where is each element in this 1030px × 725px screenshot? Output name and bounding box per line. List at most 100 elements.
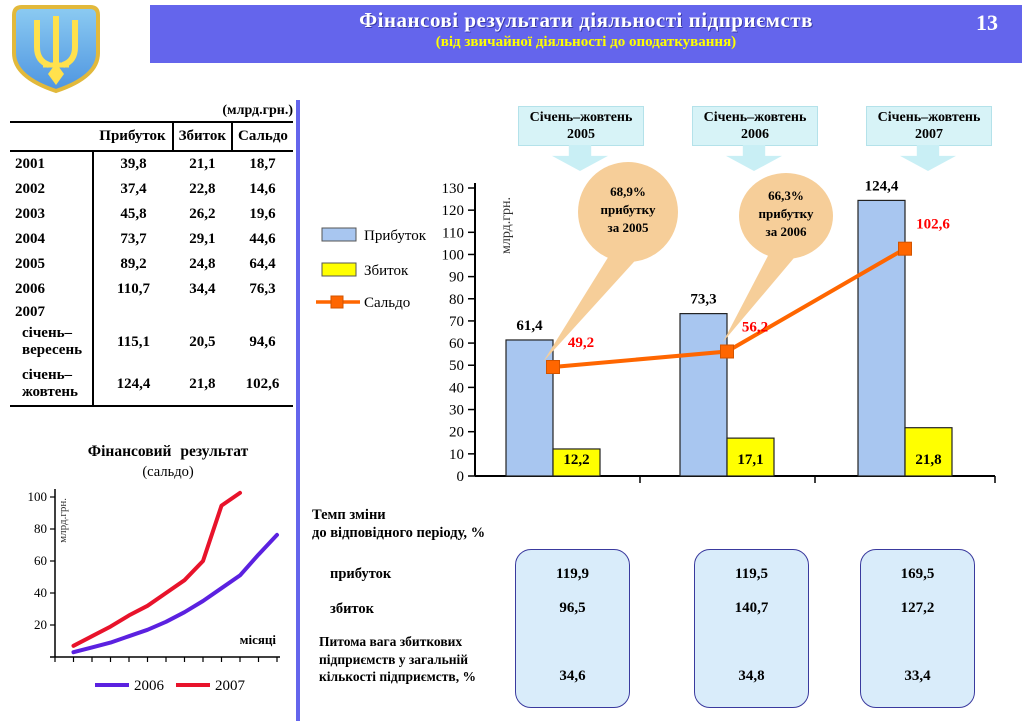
callout-text: за 2005 xyxy=(608,220,649,235)
row-label: 2003 xyxy=(10,202,95,227)
saldo-value-label: 49,2 xyxy=(568,335,594,351)
cell-value: 21,1 xyxy=(189,156,216,172)
cell-value: 19,6 xyxy=(249,206,276,222)
cell-value: 21,8 xyxy=(172,363,232,407)
row-label: січень– вересень xyxy=(10,321,95,363)
stats-row-label: Питома вага збиткових підприємств у зага… xyxy=(319,634,476,685)
row-label: 2004 xyxy=(10,227,95,252)
row-label: січень– жовтень xyxy=(10,363,95,407)
period-label-2005: Січень–жовтень 2005 xyxy=(518,106,644,146)
cell-value: 44,6 xyxy=(249,231,276,247)
column-header: Збиток xyxy=(171,122,232,152)
profit-bar-2007 xyxy=(857,199,906,477)
cell-value: 94,6 xyxy=(249,333,276,350)
stats-row-label: збиток xyxy=(330,601,374,617)
table-corner-cell xyxy=(10,122,94,152)
callout-tail xyxy=(723,250,799,342)
legend-swatch-Прибуток xyxy=(321,227,357,242)
stats-value: 34,6 xyxy=(559,668,586,684)
loss-bar-2007 xyxy=(904,427,953,477)
row-label: 2007 xyxy=(10,302,95,321)
cell-value: 34,4 xyxy=(189,281,216,297)
saldo-marker-2007 xyxy=(898,241,912,256)
table-row: 2005 89,2 24,8 64,4 xyxy=(10,252,293,277)
cell-value: 24,8 xyxy=(189,256,216,272)
cell-value: 18,7 xyxy=(249,156,276,172)
table-row: січень– вересень 115,1 20,5 94,6 xyxy=(10,321,293,363)
legend-label: 2006 xyxy=(134,678,165,694)
cell-value: 110,7 xyxy=(117,281,150,297)
loss-value-label: 17,1 xyxy=(737,452,763,468)
section-divider xyxy=(296,100,300,721)
legend-label: Сальдо xyxy=(364,295,410,311)
y-tick-label: 40 xyxy=(34,585,47,600)
table-units-label: (млрд.грн.) xyxy=(222,103,293,118)
header-band: Фінансові результати діяльності підприєм… xyxy=(150,5,1022,63)
period-line2: 2007 xyxy=(915,127,943,142)
y-tick-label: 90 xyxy=(449,270,464,286)
table-row: 2007 xyxy=(10,302,293,321)
cell-value: 124,4 xyxy=(93,363,173,407)
period-line1: Січень–жовтень xyxy=(529,110,633,125)
row-label: 2002 xyxy=(10,177,95,202)
cell-value: 73,7 xyxy=(120,231,147,247)
y-tick-label: 0 xyxy=(457,469,465,485)
financial-results-table: Прибуток Збиток Сальдо 2001 39,8 21,1 18,7 2002… xyxy=(10,121,293,407)
period-line2: 2006 xyxy=(741,127,769,142)
legend-label: 2007 xyxy=(215,678,246,694)
cell-value: 37,4 xyxy=(120,181,147,197)
trident-base xyxy=(48,63,64,85)
profit-bar-2006 xyxy=(679,313,728,477)
page-title: Фінансові результати діяльності підприєм… xyxy=(359,8,813,32)
period-line1: Січень–жовтень xyxy=(703,110,807,125)
series-line-2006 xyxy=(71,532,279,655)
legend-swatch-Збиток xyxy=(321,262,357,277)
period-label-2006: Січень–жовтень 2006 xyxy=(692,106,818,146)
y-tick-label: 80 xyxy=(34,521,47,536)
callout-text: 68,9% xyxy=(610,184,646,199)
period-label-2007: Січень–жовтень 2007 xyxy=(866,106,992,146)
saldo-marker-2006 xyxy=(720,344,734,359)
y-tick-label: 130 xyxy=(442,181,465,197)
saldo-marker-2005 xyxy=(546,360,560,375)
y-tick-label: 60 xyxy=(449,336,464,352)
stats-heading: Темп зміни до відповідного періоду, % xyxy=(312,507,486,542)
profit-loss-bar-chart: 0 10 20 30 40 50 60 70 80 90 100 110 120 130 млрд.грн.… xyxy=(316,162,996,485)
y-tick-label: 40 xyxy=(449,380,464,396)
profit-value-label: 73,3 xyxy=(690,292,716,308)
stats-value: 169,5 xyxy=(900,566,935,582)
legend-marker xyxy=(330,295,344,309)
y-tick-label: 10 xyxy=(449,447,464,463)
table-header-row: Прибуток Збиток Сальдо xyxy=(10,122,293,152)
y-tick-label: 100 xyxy=(442,247,465,263)
cell-value: 45,8 xyxy=(120,206,147,222)
cell-value: 20,5 xyxy=(189,333,216,350)
y-tick-label: 80 xyxy=(449,292,464,308)
y-tick-label: 60 xyxy=(34,553,47,568)
ukraine-coat-of-arms xyxy=(12,5,100,94)
callout-text: 66,3% xyxy=(768,188,804,203)
table-row: 2006 110,7 34,4 76,3 xyxy=(10,277,293,302)
callout-text: прибутку xyxy=(601,202,656,217)
series-line-2007 xyxy=(71,490,242,648)
profit-bar-2005 xyxy=(505,339,554,477)
row-label: 2001 xyxy=(10,151,95,177)
table-row: 2003 45,8 26,2 19,6 xyxy=(10,202,293,227)
table-row: 2004 73,7 29,1 44,6 xyxy=(10,227,293,252)
cell-value xyxy=(173,302,232,321)
y-tick-label: 70 xyxy=(449,314,464,330)
profit-value-label: 124,4 xyxy=(865,178,899,194)
loss-bar-2006 xyxy=(726,437,775,477)
row-label: 2005 xyxy=(10,252,95,277)
page-subtitle: (від звичайної діяльності до оподаткуван… xyxy=(435,34,737,50)
stats-value: 33,4 xyxy=(904,668,931,684)
saldo-value-label: 102,6 xyxy=(916,217,950,233)
cell-value: 39,8 xyxy=(120,156,147,172)
loss-value-label: 12,2 xyxy=(563,452,589,468)
cell-value: 89,2 xyxy=(120,256,147,272)
legend-label: Збиток xyxy=(364,263,409,279)
period-line1: Січень–жовтень xyxy=(877,110,981,125)
y-axis-label: млрд.грн. xyxy=(499,197,514,254)
table-row: січень– жовтень 124,4 21,8 102,6 xyxy=(10,363,293,407)
callout-tail xyxy=(543,251,642,362)
